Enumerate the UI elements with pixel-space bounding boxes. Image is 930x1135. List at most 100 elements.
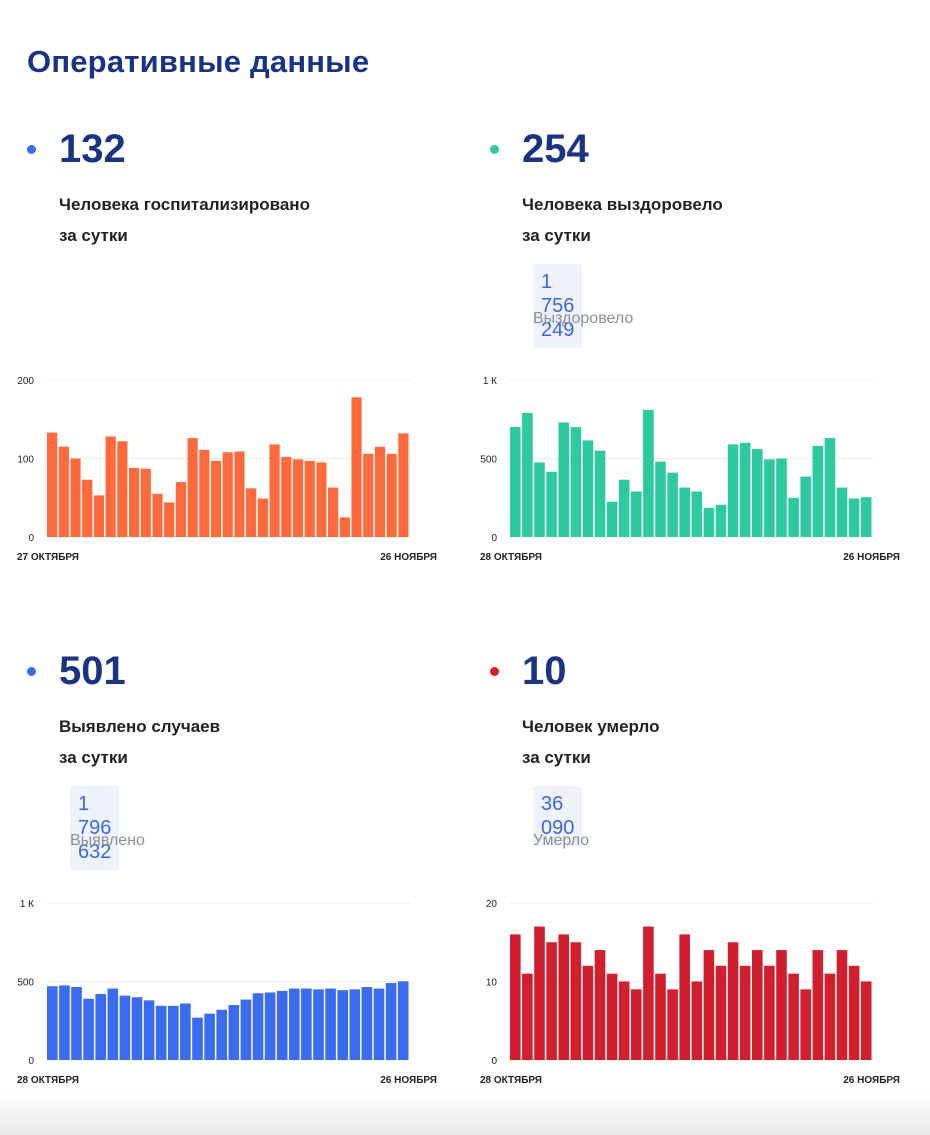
- chart-deaths: 0 10 20 28 ОКТЯБРЯ 26 НОЯБРЯ: [475, 895, 905, 1090]
- bar: [204, 1013, 215, 1060]
- bar: [228, 1005, 240, 1060]
- bar: [534, 926, 545, 1060]
- bar: [594, 950, 606, 1060]
- bottom-fade: [0, 1093, 930, 1135]
- bar: [71, 986, 82, 1060]
- stat-value: 254: [522, 127, 589, 171]
- y-tick-label: 1 К: [483, 376, 497, 387]
- x-end-label: 26 НОЯБРЯ: [843, 1075, 900, 1086]
- bar: [82, 479, 93, 537]
- bar: [848, 965, 860, 1060]
- bar: [313, 989, 324, 1060]
- bar: [210, 460, 222, 537]
- bar: [187, 438, 198, 537]
- bar: [276, 990, 288, 1060]
- bar: [107, 988, 119, 1060]
- total-label: Выздоровело: [533, 310, 634, 327]
- bar: [128, 467, 140, 537]
- stat-description: Человек умерло за сутки: [522, 717, 660, 767]
- bar: [168, 1005, 179, 1060]
- bar: [715, 504, 727, 537]
- bar: [582, 965, 594, 1060]
- bar: [292, 459, 304, 537]
- bar: [522, 973, 533, 1060]
- bar: [252, 993, 264, 1060]
- bar: [222, 452, 233, 537]
- stat-description: Человека госпитализировано за сутки: [59, 195, 310, 245]
- bar: [570, 942, 582, 1060]
- bar: [240, 999, 252, 1060]
- stat-value: 10: [522, 649, 567, 693]
- y-tick-label: 500: [17, 978, 34, 989]
- bar: [606, 973, 618, 1060]
- bar: [703, 950, 715, 1060]
- dot-icon-deaths: [490, 667, 499, 676]
- bar: [264, 992, 276, 1060]
- bar: [47, 432, 58, 537]
- chart-svg: 0 100 200 27 ОКТЯБРЯ 26 НОЯБРЯ: [17, 376, 437, 563]
- bar: [800, 989, 811, 1060]
- x-end-label: 26 НОЯБРЯ: [380, 552, 437, 563]
- bar: [119, 995, 131, 1060]
- chart-hospitalized: 0 100 200 27 ОКТЯБРЯ 26 НОЯБРЯ: [12, 372, 442, 567]
- bar: [824, 438, 836, 537]
- dot-icon-cases: [27, 667, 36, 676]
- y-tick-label: 0: [28, 1056, 34, 1067]
- bar: [631, 989, 642, 1060]
- bar: [643, 409, 654, 537]
- bar: [703, 507, 715, 537]
- bar: [281, 456, 292, 537]
- bar: [143, 1000, 155, 1060]
- bar: [594, 450, 606, 537]
- bar: [655, 973, 666, 1060]
- bar: [643, 926, 654, 1060]
- bar: [860, 981, 872, 1060]
- bar: [216, 1009, 227, 1060]
- stat-description: Выявлено случаев за сутки: [59, 717, 221, 767]
- bar: [776, 950, 787, 1060]
- bar: [140, 468, 151, 537]
- bar: [812, 950, 824, 1060]
- y-tick-label: 500: [480, 455, 497, 466]
- bar: [510, 427, 521, 537]
- bar: [199, 449, 210, 537]
- bar: [301, 988, 312, 1060]
- bar: [752, 449, 763, 537]
- bar: [812, 445, 824, 537]
- bar: [180, 1003, 191, 1060]
- x-end-label: 26 НОЯБРЯ: [843, 552, 900, 563]
- stat-description: Человека выздоровело за сутки: [522, 195, 723, 245]
- bar: [59, 985, 70, 1060]
- bar: [546, 942, 557, 1060]
- bar: [192, 1017, 203, 1060]
- chart-cases: 0 500 1 К 28 ОКТЯБРЯ 26 НОЯБРЯ: [12, 895, 442, 1090]
- bar: [152, 493, 163, 537]
- stat-value: 132: [59, 127, 126, 171]
- bar: [739, 442, 751, 537]
- bar: [558, 422, 569, 537]
- page-title: Оперативные данные: [27, 44, 370, 79]
- bar: [836, 950, 848, 1060]
- y-tick-label: 0: [491, 533, 497, 544]
- bar: [155, 1005, 167, 1060]
- bar: [175, 482, 187, 537]
- bar: [83, 998, 94, 1060]
- bar: [70, 458, 81, 537]
- bar: [289, 988, 300, 1060]
- bar: [328, 487, 339, 537]
- y-tick-label: 0: [28, 533, 34, 544]
- dot-icon-recovered: [490, 145, 499, 154]
- bar: [800, 476, 811, 537]
- bar: [727, 942, 739, 1060]
- bar: [374, 446, 386, 537]
- bar: [679, 487, 690, 537]
- bar: [860, 497, 872, 537]
- x-start-label: 28 ОКТЯБРЯ: [17, 1075, 79, 1086]
- bar: [351, 397, 362, 537]
- y-tick-label: 200: [17, 376, 34, 387]
- total-badge: 1 796 632: [70, 786, 120, 870]
- bar: [752, 950, 763, 1060]
- bar: [164, 502, 175, 537]
- bar: [117, 441, 128, 537]
- chart-recovered: 0 500 1 К 28 ОКТЯБРЯ 26 НОЯБРЯ: [475, 372, 905, 567]
